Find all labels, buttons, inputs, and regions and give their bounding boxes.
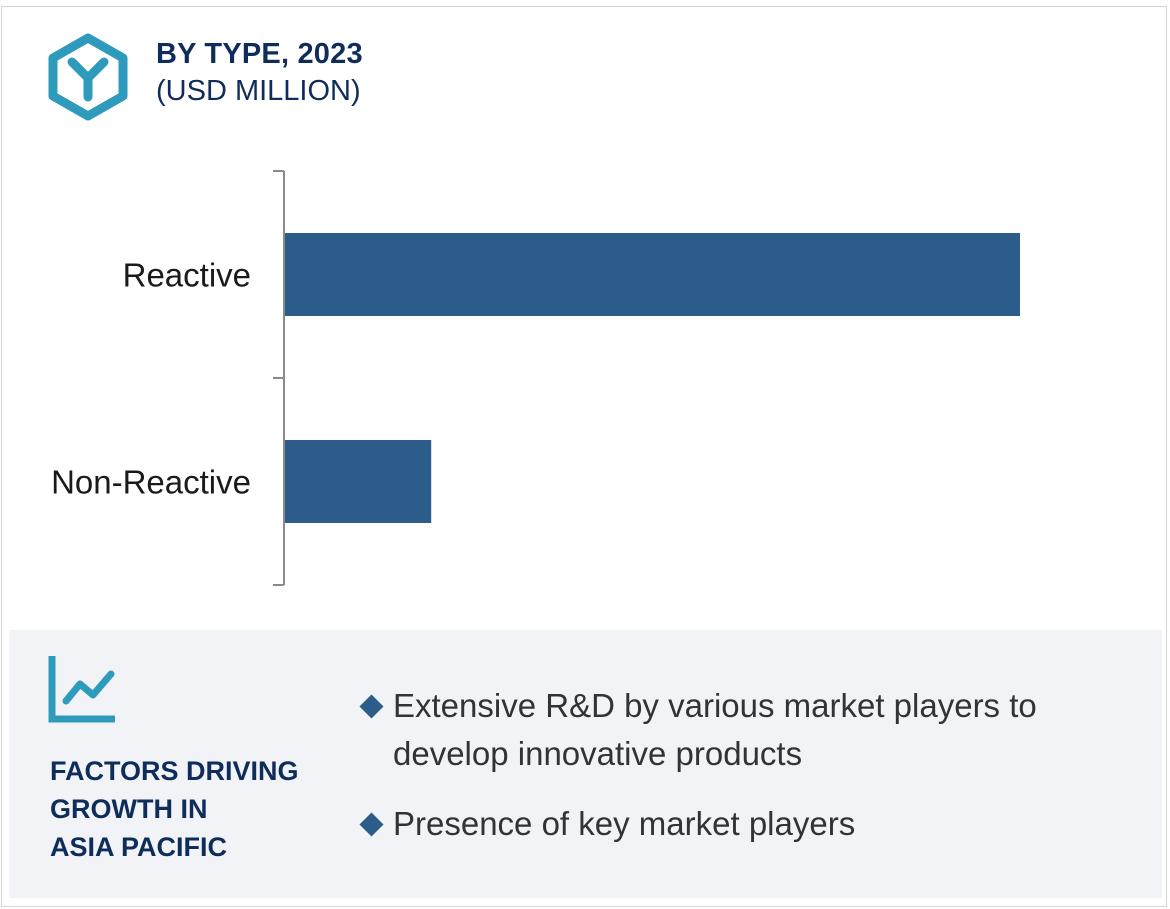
factors-title: FACTORS DRIVING GROWTH IN ASIA PACIFIC <box>50 752 330 866</box>
category-label: Reactive <box>123 257 251 294</box>
chart-subtitle: (USD MILLION) <box>156 75 361 107</box>
diamond-bullet-icon <box>359 694 384 719</box>
factor-text: Presence of key market players <box>393 805 856 842</box>
hexagon-y-logo-icon <box>48 33 128 121</box>
factors-title-line: GROWTH IN <box>50 794 208 824</box>
diamond-bullet-icon <box>359 812 384 837</box>
line-chart-icon <box>48 656 115 723</box>
list-item: Presence of key market players <box>359 800 1119 848</box>
bar-non-reactive <box>284 440 432 523</box>
category-label: Non-Reactive <box>51 464 251 501</box>
factors-list: Extensive R&D by various market players … <box>359 682 1119 870</box>
bar-reactive <box>284 233 1020 316</box>
factors-title-line: FACTORS DRIVING <box>50 756 299 786</box>
chart-title: BY TYPE, 2023 <box>156 38 363 70</box>
factor-text: Extensive R&D by various market players … <box>393 687 1037 772</box>
factors-title-line: ASIA PACIFIC <box>50 832 228 862</box>
bar-chart: Reactive Non-Reactive <box>51 170 1020 586</box>
list-item: Extensive R&D by various market players … <box>359 682 1119 778</box>
factors-panel: FACTORS DRIVING GROWTH IN ASIA PACIFIC E… <box>9 630 1162 898</box>
